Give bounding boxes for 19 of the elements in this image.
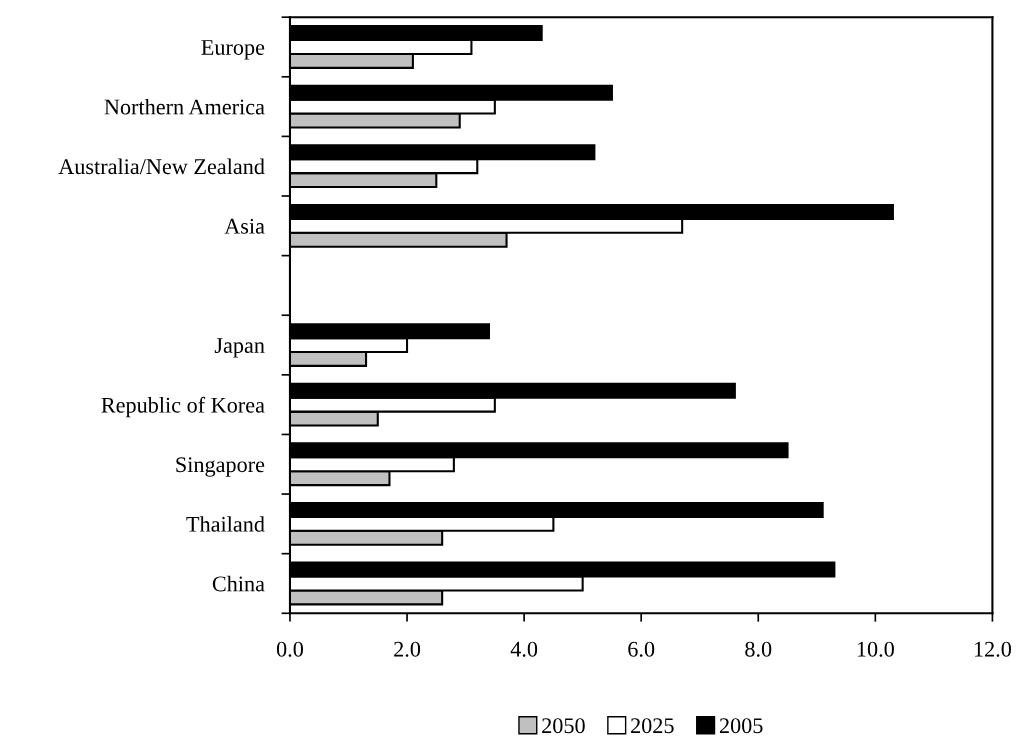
x-tick-label: 10.0 [857, 641, 894, 657]
x-tick-label: 2.0 [394, 641, 421, 657]
y-tick-label: Thailand [186, 516, 265, 532]
x-tick-label: 8.0 [745, 641, 772, 657]
y-tick-label: Europe [201, 40, 265, 60]
legend-label: 2025 [631, 718, 674, 734]
x-tick-label: 4.0 [510, 641, 538, 657]
y-tick-label: Republic of Korea [101, 396, 265, 418]
y-tick-label: Singapore [176, 457, 265, 477]
x-tick-label: 12.0 [974, 641, 1012, 657]
legend-label: 2005 [719, 718, 763, 734]
x-tick-label: 6.0 [628, 641, 655, 657]
y-tick-label: Asia [224, 218, 265, 234]
y-tick-label: China [212, 575, 265, 592]
y-tick-label: Northern America [104, 98, 265, 115]
y-tick-label: Japan [214, 338, 265, 358]
x-tick-label: 0.0 [276, 641, 304, 657]
legend-label: 2050 [542, 718, 585, 734]
y-tick-label: Australia/New Zealand [58, 158, 265, 175]
